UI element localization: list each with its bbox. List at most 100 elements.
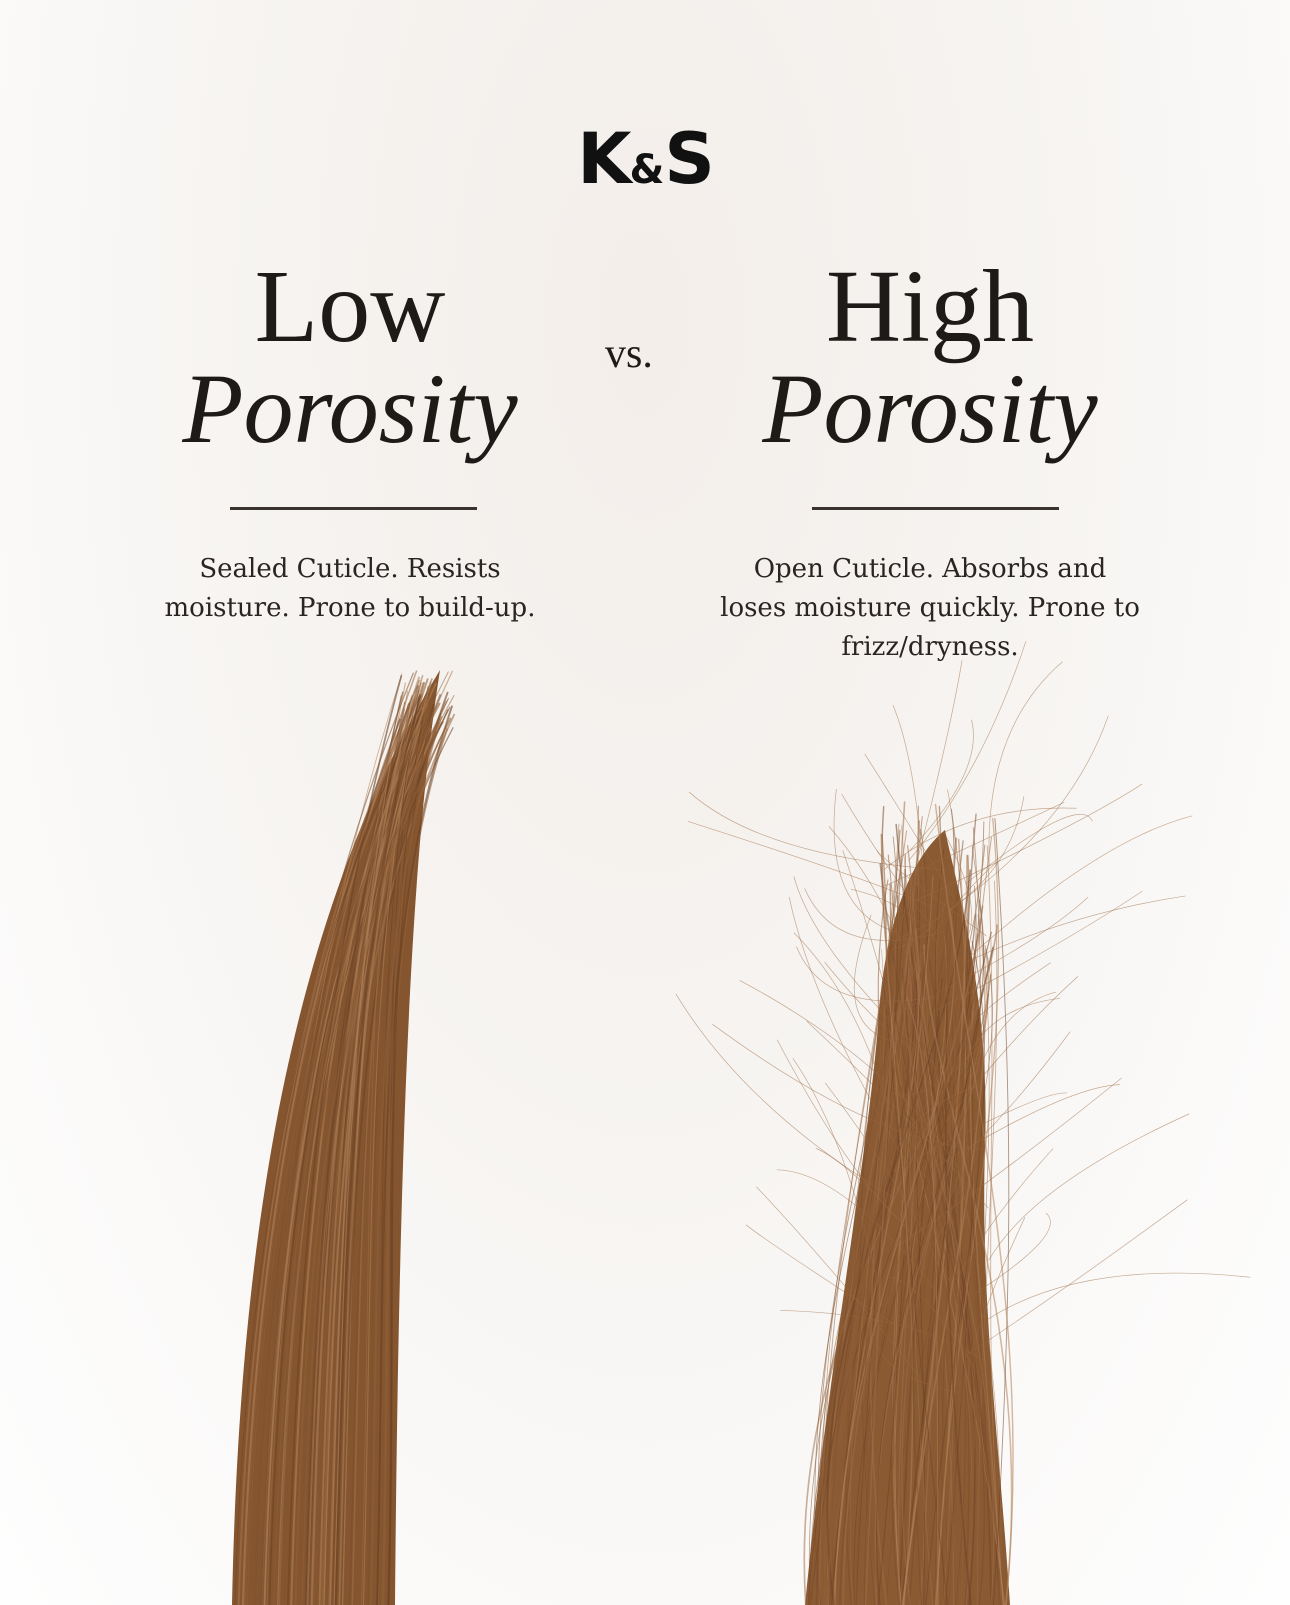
low-porosity-hair-fiber xyxy=(366,712,442,1605)
frizz-fiber xyxy=(675,993,894,1198)
frizz-fiber xyxy=(900,965,922,1132)
brand-logo: K&S xyxy=(577,118,715,200)
frizz-fiber xyxy=(935,924,959,1097)
frizz-fiber xyxy=(907,783,1143,905)
right-title: High Porosity xyxy=(720,255,1140,459)
high-porosity-hair-fiber xyxy=(887,941,995,1605)
low-porosity-hair-fiber xyxy=(236,672,415,1605)
frizz-fiber xyxy=(875,1332,959,1393)
right-title-line1: High xyxy=(826,249,1034,364)
right-title-line2: Porosity xyxy=(762,353,1098,464)
low-porosity-hair-fiber xyxy=(334,695,422,1605)
low-porosity-hair-fiber xyxy=(299,696,413,1605)
frizz-fiber xyxy=(776,1039,898,1219)
left-divider xyxy=(230,507,477,510)
high-porosity-hair-fiber xyxy=(909,888,934,1605)
high-porosity-hair-fiber xyxy=(943,836,993,1605)
high-porosity-hair-fiber xyxy=(951,837,976,1605)
high-porosity-hair-fiber xyxy=(902,986,995,1605)
low-porosity-hair-fiber xyxy=(303,730,438,1605)
frizz-fiber xyxy=(780,1310,990,1365)
high-porosity-hair-fiber xyxy=(945,992,972,1605)
high-porosity-hair-fiber xyxy=(822,823,900,1605)
high-porosity-hair-fiber xyxy=(808,828,928,1605)
low-porosity-hair-fiber xyxy=(266,687,430,1605)
frizz-fiber xyxy=(689,791,945,871)
low-porosity-hair-fiber xyxy=(294,717,452,1605)
high-porosity-hair-fiber xyxy=(923,885,958,1605)
low-porosity-hair-fiber xyxy=(364,713,435,1605)
frizz-fiber xyxy=(951,997,1061,1130)
frizz-fiber xyxy=(806,1020,989,1209)
frizz-fiber xyxy=(932,1132,963,1246)
high-porosity-hair-fiber xyxy=(961,827,981,1605)
high-porosity-hair-fiber xyxy=(831,902,915,1605)
low-porosity-hair-fiber xyxy=(237,702,418,1605)
frizz-fiber xyxy=(893,1077,1122,1250)
high-porosity-hair-fiber xyxy=(946,939,958,1605)
frizz-fiber xyxy=(986,1272,1251,1321)
frizz-fiber xyxy=(815,1148,927,1251)
low-porosity-hair-fiber xyxy=(234,692,428,1605)
high-porosity-hair-fiber xyxy=(842,905,984,1605)
low-porosity-hair-fiber xyxy=(329,717,409,1605)
frizz-fiber xyxy=(824,1082,939,1267)
left-description: Sealed Cuticle. Resists moisture. Prone … xyxy=(164,554,536,623)
right-description: Open Cuticle. Absorbs and loses moisture… xyxy=(720,554,1140,662)
frizz-fiber xyxy=(950,715,1109,910)
frizz-fiber xyxy=(894,660,963,950)
low-porosity-hair-fiber xyxy=(382,728,449,1605)
high-porosity-hair-fiber xyxy=(897,845,919,1605)
frizz-fiber xyxy=(934,1084,1121,1169)
frizz-fiber xyxy=(969,815,1193,957)
frizz-fiber xyxy=(788,896,909,1167)
frizz-fiber xyxy=(864,753,969,923)
frizz-fiber xyxy=(967,1031,1071,1151)
frizz-fiber xyxy=(895,796,1025,941)
high-porosity-hair-fiber xyxy=(965,813,992,1605)
frizz-fiber xyxy=(842,850,908,1081)
frizz-fiber xyxy=(841,793,935,930)
high-porosity-hair-fiber xyxy=(887,854,927,1605)
frizz-fiber xyxy=(853,914,893,1042)
high-porosity-hair-fiber xyxy=(880,833,914,1605)
frizz-fiber xyxy=(974,1212,1051,1294)
low-porosity-hair-fiber xyxy=(362,686,424,1605)
low-porosity-hair-fiber xyxy=(377,687,432,1605)
left-title-line2: Porosity xyxy=(182,353,518,464)
high-porosity-hair-fiber xyxy=(993,818,1010,1605)
high-porosity-hair-fiber xyxy=(856,998,958,1605)
frizz-fiber xyxy=(687,821,934,908)
high-porosity-hair-fiber xyxy=(976,880,998,1605)
frizz-fiber xyxy=(739,979,958,1167)
right-divider xyxy=(812,507,1059,510)
frizz-fiber xyxy=(850,888,947,957)
low-porosity-hair-fiber xyxy=(376,697,420,1605)
low-porosity-hair-fiber xyxy=(242,686,421,1605)
frizz-fiber xyxy=(956,1148,1054,1281)
frizz-fiber xyxy=(756,1186,920,1377)
vs-label: vs. xyxy=(605,331,653,377)
frizz-fiber xyxy=(965,1199,1188,1356)
frizz-fiber xyxy=(793,876,935,1064)
high-porosity-hair-fiber xyxy=(934,803,1014,1605)
high-porosity-hair-fiber xyxy=(938,990,966,1605)
frizz-fiber xyxy=(804,888,944,941)
frizz-fiber xyxy=(883,1084,981,1202)
low-porosity-hair-fiber xyxy=(323,683,432,1605)
low-porosity-hair-fiber xyxy=(351,693,428,1605)
frizz-fiber xyxy=(941,1145,972,1286)
frizz-fiber xyxy=(933,890,1143,1012)
frizz-fiber xyxy=(892,1092,1067,1172)
frizz-fiber xyxy=(945,976,1079,1123)
frizz-fiber xyxy=(745,1224,898,1327)
high-porosity-hair-fiber xyxy=(925,940,985,1605)
high-porosity-hair-fiber xyxy=(876,900,985,1605)
frizz-fiber xyxy=(883,807,1077,870)
low-porosity-hair-fiber xyxy=(307,727,431,1605)
frizz-fiber xyxy=(892,704,927,919)
high-porosity-hair-fiber xyxy=(923,944,1013,1605)
frizz-fiber xyxy=(884,861,998,1105)
frizz-fiber xyxy=(943,831,972,946)
